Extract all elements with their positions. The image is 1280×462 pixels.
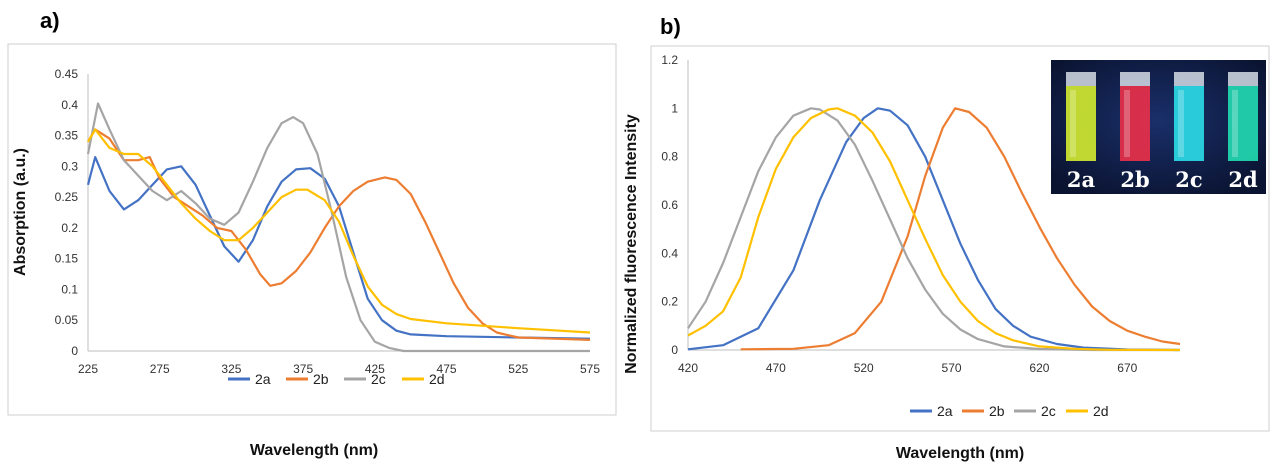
a-series-line-2a [86, 156, 591, 340]
b-x-tick-label: 620 [1029, 361, 1049, 375]
b-y-tick-label: 0 [671, 343, 678, 357]
a-y-tick-label: 0.45 [55, 67, 79, 81]
b-legend-label-2b: 2b [989, 403, 1005, 419]
cuvette-photo-inset: 2a 2b 2c 2d [1051, 60, 1266, 194]
b-x-tick-label: 420 [678, 361, 698, 375]
panel-b-x-ticks: 420 470 520 570 620 670 [678, 361, 1138, 375]
b-x-tick-label: 470 [766, 361, 786, 375]
a-x-tick-label: 575 [580, 362, 600, 376]
b-series-line-2d [687, 107, 1181, 352]
a-x-tick-label: 525 [508, 362, 528, 376]
vial-cap-2c [1174, 72, 1204, 86]
panel-a-y-ticks: 0 0.05 0.1 0.15 0.2 0.25 0.3 0.35 0.4 0.45 [55, 67, 79, 358]
panel-a: a) 0 0.05 0.1 0.15 0.2 0.25 0.3 0.35 0.4 0.45 225… [7, 8, 617, 459]
vial-cap-2a [1066, 72, 1096, 86]
panel-a-frame [7, 43, 617, 416]
a-y-tick-label: 0.15 [55, 252, 79, 266]
b-x-tick-label: 520 [854, 361, 874, 375]
panel-a-series [86, 102, 591, 353]
a-x-tick-label: 225 [78, 362, 98, 376]
panel-a-legend: 2a 2b 2c 2d [228, 371, 445, 387]
a-x-tick-label: 375 [293, 362, 313, 376]
panel-b: b) 00.20.40.60.811.2 420 470 520 570 620 670 … [623, 14, 1270, 462]
panel-b-y-ticks: 0 0.2 0.4 0.6 0.8 1 1.2 [661, 53, 678, 357]
a-y-tick-label: 0.4 [61, 98, 78, 112]
b-series-line-2b [740, 107, 1181, 351]
panel-a-x-ticks: 225 275 325 375 425 475 525 575 [78, 362, 600, 376]
vial-body-2d [1228, 86, 1258, 161]
b-legend-label-2c: 2c [1041, 403, 1056, 419]
a-y-tick-label: 0.35 [55, 129, 79, 143]
a-legend-label-2a: 2a [255, 371, 271, 387]
a-series-line-2c [86, 102, 590, 353]
panel-b-y-axis-title: Normalized fluorescence Intensity [623, 114, 640, 374]
b-y-tick-label: 0.4 [661, 246, 678, 260]
b-x-tick-label: 670 [1117, 361, 1137, 375]
a-y-tick-label: 0.3 [61, 159, 78, 173]
vial-cap-2d [1228, 72, 1258, 86]
panel-a-x-axis-title: Wavelength (nm) [250, 442, 378, 459]
panel-b-x-axis-title: Wavelength (nm) [896, 445, 1024, 462]
vial-body-2c [1174, 86, 1204, 161]
b-x-tick-label: 570 [942, 361, 962, 375]
panel-a-letter: a) [40, 8, 60, 33]
inset-vials: 2a 2b 2c 2d [1066, 72, 1258, 192]
panel-b-letter: b) [660, 14, 681, 39]
panel-b-legend: 2a 2b 2c 2d [910, 403, 1109, 419]
b-y-tick-label: 0.8 [661, 150, 678, 164]
b-y-tick-label: 0.6 [661, 198, 678, 212]
b-series-line-2a [687, 107, 1181, 352]
vial-glare-2d [1232, 90, 1238, 157]
vial-cap-2b [1120, 72, 1150, 86]
a-x-tick-label: 325 [221, 362, 241, 376]
vial-label-2c: 2c [1175, 167, 1202, 192]
a-x-tick-label: 275 [150, 362, 170, 376]
vial-body-2a [1066, 86, 1096, 161]
b-legend-label-2d: 2d [1093, 403, 1109, 419]
vial-glare-2a [1070, 90, 1076, 157]
vial-glare-2c [1178, 90, 1184, 157]
a-y-tick-label: 0.1 [61, 282, 78, 296]
vial-label-2b: 2b [1120, 167, 1149, 192]
a-legend-label-2d: 2d [429, 371, 445, 387]
vial-body-2b [1120, 86, 1150, 161]
vial-label-2a: 2a [1067, 167, 1096, 192]
vial-glare-2b [1124, 90, 1130, 157]
b-legend-label-2a: 2a [937, 403, 953, 419]
a-legend-label-2c: 2c [371, 371, 386, 387]
a-legend-label-2b: 2b [313, 371, 329, 387]
a-y-tick-label: 0.05 [55, 313, 79, 327]
panel-b-series [687, 107, 1181, 352]
b-series-line-2c [687, 107, 1180, 352]
a-y-tick-label: 0 [71, 344, 78, 358]
b-y-tick-label: 1.2 [661, 53, 678, 67]
a-series-line-2d [87, 128, 591, 334]
a-x-tick-label: 475 [437, 362, 457, 376]
panel-a-y-axis-title: Absorption (a.u.) [12, 148, 29, 276]
a-y-tick-label: 0.2 [61, 221, 78, 235]
a-x-tick-label: 425 [365, 362, 385, 376]
b-y-tick-label: 0.2 [661, 295, 678, 309]
a-y-tick-label: 0.25 [55, 190, 79, 204]
vial-label-2d: 2d [1228, 167, 1258, 192]
b-y-tick-label: 1 [671, 101, 678, 115]
